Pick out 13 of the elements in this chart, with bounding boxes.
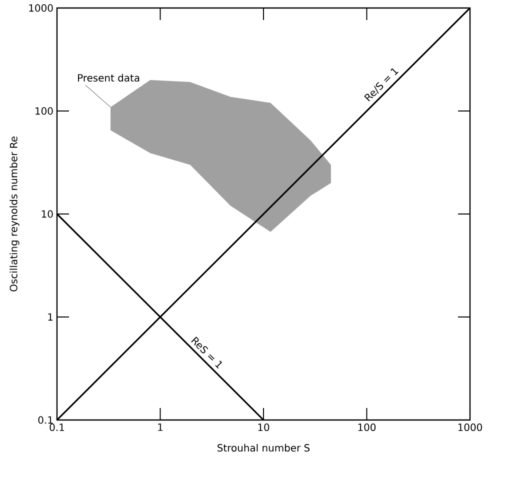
y-tick-label: 1: [48, 313, 53, 321]
x-tick-label: 1: [158, 424, 162, 431]
x-tick-label: 1000: [458, 424, 482, 432]
y-axis-title: Oscillating reynolds number Re: [10, 136, 20, 292]
x-tick-label: 10: [258, 424, 270, 432]
x-tick-label: 0.1: [50, 424, 64, 432]
x-axis-title: Strouhal number S: [218, 444, 310, 452]
y-tick-label: 10: [42, 210, 53, 218]
x-tick-label: 100: [358, 424, 376, 432]
y-tick-label: 0.1: [38, 416, 53, 424]
y-tick-label: 1000: [29, 4, 53, 12]
series-label: Present data: [78, 74, 140, 82]
y-tick-label: 100: [36, 107, 53, 115]
